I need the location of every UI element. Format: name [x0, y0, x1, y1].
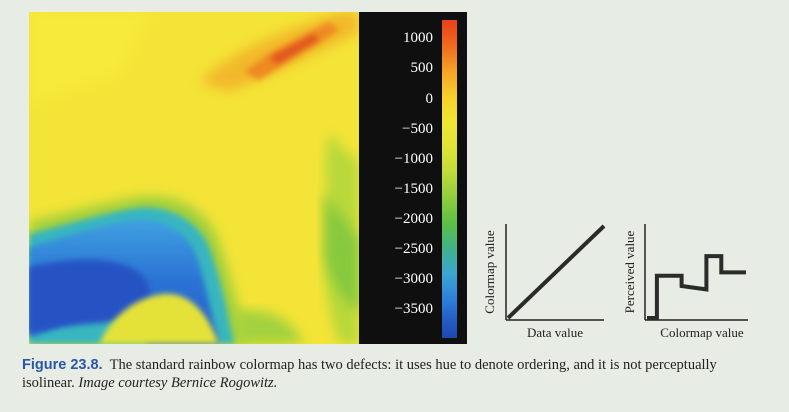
data-line	[647, 254, 746, 320]
caption-credit: Image courtesy Bernice Rogowitz.	[78, 375, 278, 391]
y-axis-label: Perceived value	[622, 230, 637, 313]
colorbar-tick-label: 500	[410, 60, 434, 76]
terrain-map-image	[29, 12, 359, 344]
colorbar-tick-label: −3500	[394, 301, 433, 317]
figure-caption: Figure 23.8. The standard rainbow colorm…	[22, 356, 762, 392]
y-axis-label: Colormap value	[482, 230, 497, 314]
colorbar-tick-label: −2000	[394, 211, 433, 227]
colorbar-tick-label: 1000	[403, 30, 433, 46]
colorbar-tick-label: 0	[425, 91, 434, 107]
colorbar: 1000 500 0 −500 −1000 −1500 −2000 −2500 …	[359, 12, 467, 344]
x-axis-label: Colormap value	[660, 325, 744, 340]
caption-label: Figure 23.8.	[22, 357, 103, 373]
colorbar-gradient	[442, 20, 457, 338]
colorbar-tick-label: −1500	[394, 181, 433, 197]
perceived-mapping-chart: Colormap value Perceived value	[622, 224, 748, 340]
colorbar-tick-label: −3000	[394, 271, 433, 287]
data-line	[506, 224, 606, 320]
caption-text: The standard rainbow colormap has two de…	[22, 357, 717, 391]
colorbar-tick-label: −500	[402, 121, 433, 137]
colorbar-tick-label: −2500	[394, 241, 433, 257]
linear-mapping-chart: Data value Colormap value	[482, 224, 606, 340]
colorbar-tick-label: −1000	[394, 151, 433, 167]
x-axis-label: Data value	[527, 325, 583, 340]
